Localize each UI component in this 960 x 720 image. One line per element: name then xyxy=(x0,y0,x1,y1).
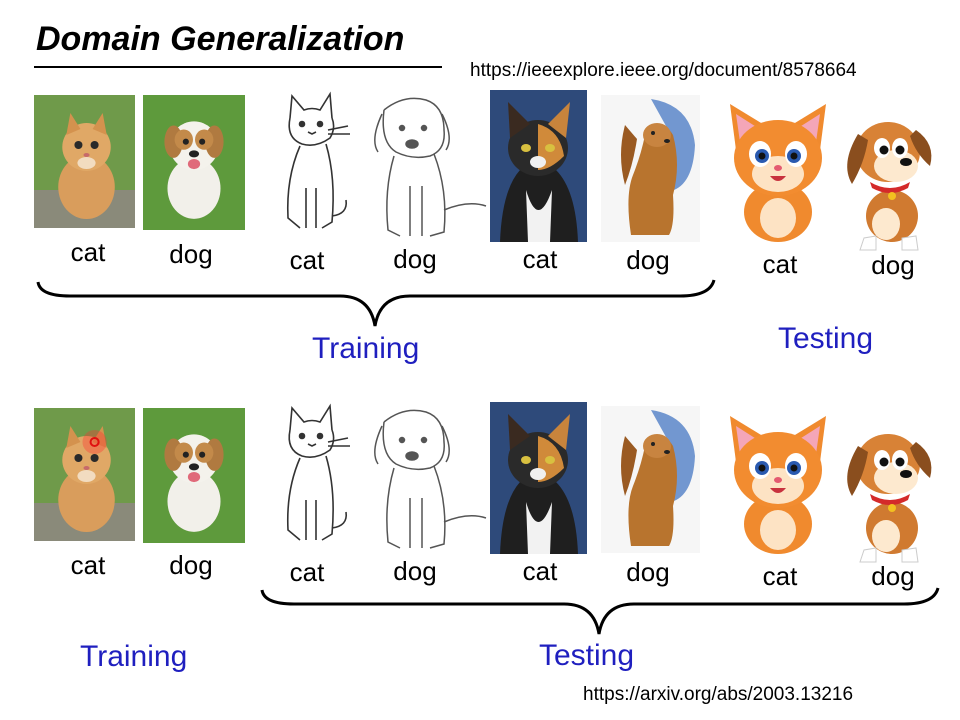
testing-label-top: Testing xyxy=(778,322,874,355)
cartoon-dog-image-2 xyxy=(836,416,940,566)
sketch-dog-image-2 xyxy=(364,402,489,554)
title-underline xyxy=(34,66,442,68)
sketch-cat-image-2 xyxy=(270,400,352,550)
label-cartoon-dog: dog xyxy=(871,250,915,280)
painting-cat-image-2 xyxy=(490,402,587,554)
testing-label-bottom: Testing xyxy=(539,639,635,672)
top-reference-url[interactable]: https://ieeexplore.ieee.org/document/857… xyxy=(470,60,857,81)
label-photo-dog: dog xyxy=(169,239,213,269)
label-sketch-cat: cat xyxy=(289,245,325,275)
painting-dog-image xyxy=(601,95,700,242)
label-painting-dog-2: dog xyxy=(626,557,670,587)
label-cartoon-dog-2: dog xyxy=(871,561,915,591)
training-label-bottom: Training xyxy=(80,640,188,673)
photo-dog-image xyxy=(143,95,245,230)
label-cartoon-cat: cat xyxy=(762,249,798,279)
photo-cat-image xyxy=(34,95,135,228)
cartoon-dog-image xyxy=(836,104,940,254)
sketch-cat-image xyxy=(270,88,352,238)
painting-dog-image-2 xyxy=(601,406,700,553)
label-sketch-dog: dog xyxy=(393,244,437,274)
label-painting-cat: cat xyxy=(522,244,558,274)
label-photo-cat: cat xyxy=(70,237,106,267)
label-sketch-dog-2: dog xyxy=(393,556,437,586)
photo-dog-image-2 xyxy=(143,408,245,543)
cartoon-cat-image xyxy=(722,100,834,245)
label-photo-dog-2: dog xyxy=(169,550,213,580)
cartoon-cat-image-2 xyxy=(722,412,834,557)
page-title: Domain Generalization xyxy=(36,20,405,58)
sketch-dog-image xyxy=(364,90,489,242)
label-cartoon-cat-2: cat xyxy=(762,561,798,591)
bottom-reference-url[interactable]: https://arxiv.org/abs/2003.13216 xyxy=(583,684,854,705)
training-label-top: Training xyxy=(312,332,420,365)
painting-cat-image xyxy=(490,90,587,242)
photo-cat-image-2 xyxy=(34,408,135,541)
label-sketch-cat-2: cat xyxy=(289,557,325,587)
label-photo-cat-2: cat xyxy=(70,550,106,580)
label-painting-dog: dog xyxy=(626,245,670,275)
label-painting-cat-2: cat xyxy=(522,556,558,586)
